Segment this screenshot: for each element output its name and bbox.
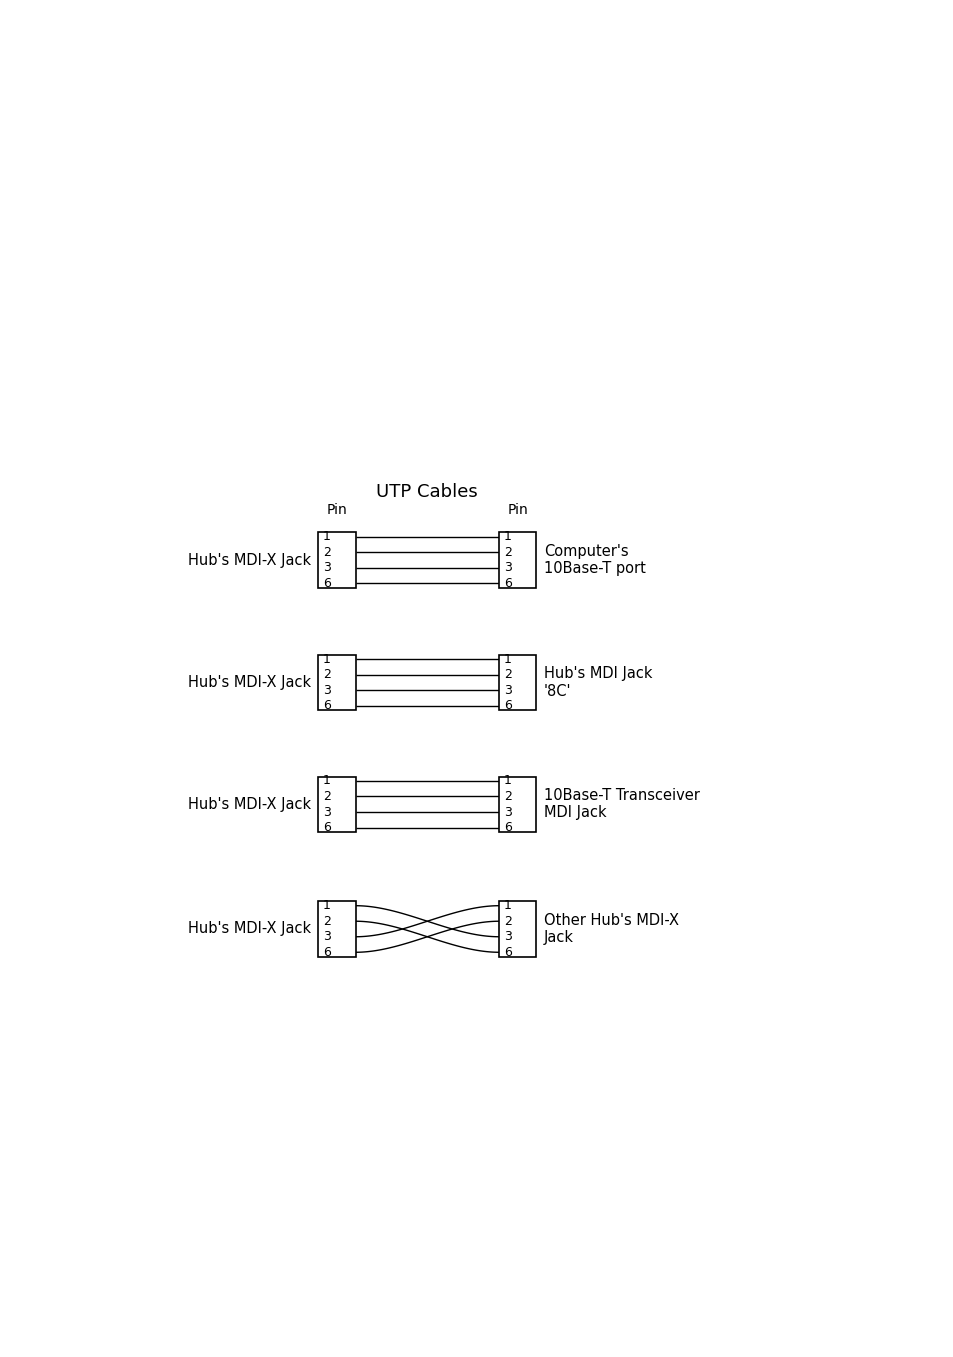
Text: 3: 3 (503, 806, 511, 818)
Bar (498, 532, 536, 588)
Text: 1: 1 (323, 653, 331, 666)
Text: Hub's MDI-X Jack: Hub's MDI-X Jack (188, 552, 311, 567)
Text: Other Hub's MDI-X
Jack: Other Hub's MDI-X Jack (543, 913, 679, 946)
Bar (498, 655, 536, 710)
Text: 2: 2 (323, 669, 331, 681)
Text: 3: 3 (323, 806, 331, 818)
Text: 6: 6 (323, 577, 331, 590)
Text: 2: 2 (503, 669, 511, 681)
Text: 2: 2 (503, 546, 511, 559)
Text: 6: 6 (503, 577, 511, 590)
Text: 2: 2 (323, 915, 331, 928)
Text: Hub's MDI-X Jack: Hub's MDI-X Jack (188, 921, 311, 936)
Text: 3: 3 (323, 562, 331, 574)
Bar (318, 776, 355, 832)
Text: 3: 3 (503, 562, 511, 574)
Text: 1: 1 (503, 900, 511, 912)
Text: Hub's MDI-X Jack: Hub's MDI-X Jack (188, 797, 311, 811)
Text: 10Base-T Transceiver
MDI Jack: 10Base-T Transceiver MDI Jack (543, 788, 700, 821)
Bar (318, 655, 355, 710)
Text: 1: 1 (503, 531, 511, 543)
Text: Hub's MDI-X Jack: Hub's MDI-X Jack (188, 674, 311, 691)
Text: 6: 6 (323, 946, 331, 959)
Text: UTP Cables: UTP Cables (376, 483, 477, 501)
Text: 1: 1 (323, 900, 331, 912)
Text: 6: 6 (503, 699, 511, 712)
Text: 1: 1 (323, 531, 331, 543)
Text: 6: 6 (323, 699, 331, 712)
Text: Computer's
10Base-T port: Computer's 10Base-T port (543, 544, 645, 577)
Text: 1: 1 (503, 653, 511, 666)
Text: 3: 3 (323, 931, 331, 943)
Bar (498, 901, 536, 957)
Text: Hub's MDI Jack
'8C': Hub's MDI Jack '8C' (543, 666, 652, 699)
Text: 2: 2 (503, 790, 511, 803)
Text: 6: 6 (323, 821, 331, 835)
Bar (498, 776, 536, 832)
Text: 6: 6 (503, 946, 511, 959)
Text: Pin: Pin (507, 503, 527, 517)
Text: 3: 3 (503, 931, 511, 943)
Text: 3: 3 (323, 684, 331, 697)
Text: 6: 6 (503, 821, 511, 835)
Text: 2: 2 (323, 546, 331, 559)
Text: 2: 2 (503, 915, 511, 928)
Text: 3: 3 (503, 684, 511, 697)
Text: 1: 1 (323, 775, 331, 787)
Text: 1: 1 (503, 775, 511, 787)
Bar (318, 901, 355, 957)
Text: 2: 2 (323, 790, 331, 803)
Bar (318, 532, 355, 588)
Text: Pin: Pin (326, 503, 347, 517)
